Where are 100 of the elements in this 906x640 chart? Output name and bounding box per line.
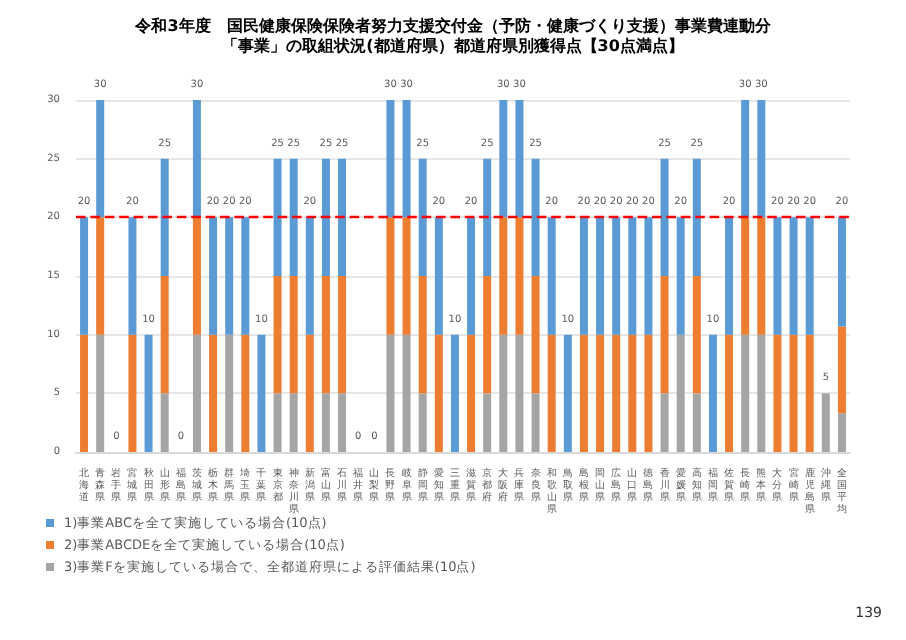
bar — [837, 413, 846, 452]
bar — [741, 334, 750, 452]
bar — [273, 276, 282, 394]
bar — [96, 217, 105, 335]
bar — [209, 217, 218, 335]
bar — [225, 217, 234, 335]
bar — [708, 334, 717, 452]
bar — [725, 217, 734, 335]
bar — [160, 276, 169, 394]
bar — [579, 217, 588, 335]
bar — [628, 334, 637, 452]
bar — [531, 393, 540, 452]
bar — [160, 393, 169, 452]
bar — [225, 334, 234, 452]
bar — [692, 158, 701, 276]
bar — [725, 334, 734, 452]
bar — [547, 217, 556, 335]
bar — [757, 100, 766, 218]
chart-title: 令和3年度 国民健康保険保険者努力支援交付金（予防・健康づくり支援）事業費連動分 — [133, 15, 773, 35]
bar — [596, 334, 605, 452]
bar — [741, 217, 750, 335]
bar — [805, 334, 814, 452]
bar — [579, 334, 588, 452]
bar — [757, 334, 766, 452]
bar — [499, 217, 508, 335]
bar — [338, 276, 347, 394]
bar — [499, 334, 508, 452]
bar — [547, 334, 556, 452]
bar — [483, 393, 492, 452]
bar — [209, 334, 218, 452]
bar — [273, 393, 282, 452]
bar — [257, 334, 266, 452]
bar — [644, 217, 653, 335]
bar — [531, 158, 540, 276]
bar — [144, 334, 153, 452]
bar — [192, 334, 201, 452]
bar — [483, 276, 492, 394]
bar — [660, 158, 669, 276]
bar — [402, 334, 411, 452]
bar — [612, 217, 621, 335]
bar — [660, 276, 669, 394]
bar — [499, 100, 508, 218]
bar — [692, 393, 701, 452]
bar — [515, 334, 524, 452]
bar — [289, 158, 298, 276]
bar — [241, 217, 250, 335]
bar — [321, 393, 330, 452]
bar — [434, 217, 443, 335]
bar — [692, 276, 701, 394]
bar — [434, 334, 443, 452]
bar — [273, 158, 282, 276]
bar — [305, 217, 314, 335]
bar — [402, 217, 411, 335]
bar — [515, 100, 524, 218]
bar — [837, 326, 846, 414]
bar — [773, 217, 782, 335]
bar — [386, 100, 395, 218]
bar — [821, 393, 830, 452]
bar — [789, 217, 798, 335]
bar — [418, 393, 427, 452]
bar — [676, 217, 685, 335]
bar — [450, 334, 459, 452]
bar — [160, 158, 169, 276]
bar — [96, 100, 105, 218]
bar — [805, 217, 814, 335]
bar — [467, 217, 476, 335]
bar — [192, 217, 201, 335]
bar — [515, 217, 524, 335]
bar — [305, 334, 314, 452]
bar — [837, 217, 846, 327]
bar — [128, 334, 137, 452]
bar — [338, 393, 347, 452]
bar — [289, 276, 298, 394]
bar — [563, 334, 572, 452]
bar — [386, 334, 395, 452]
bar — [483, 158, 492, 276]
bar — [80, 334, 89, 452]
bar — [321, 158, 330, 276]
bar — [80, 217, 89, 335]
bar — [467, 334, 476, 452]
bar — [644, 334, 653, 452]
bar — [628, 217, 637, 335]
bar — [612, 334, 621, 452]
bar — [402, 100, 411, 218]
bar — [418, 158, 427, 276]
bar — [321, 276, 330, 394]
bar — [241, 334, 250, 452]
chart-subtitle: 「事業」の取組状況(都道府県）都道府県別獲得点【30点満点】 — [222, 35, 684, 55]
bar — [386, 217, 395, 335]
bar — [289, 393, 298, 452]
bar — [596, 217, 605, 335]
bar — [757, 217, 766, 335]
bar — [741, 100, 750, 218]
bar — [96, 334, 105, 452]
bar — [789, 334, 798, 452]
bar — [531, 276, 540, 394]
bar — [338, 158, 347, 276]
bar — [128, 217, 137, 335]
bar — [660, 393, 669, 452]
bar — [676, 334, 685, 452]
